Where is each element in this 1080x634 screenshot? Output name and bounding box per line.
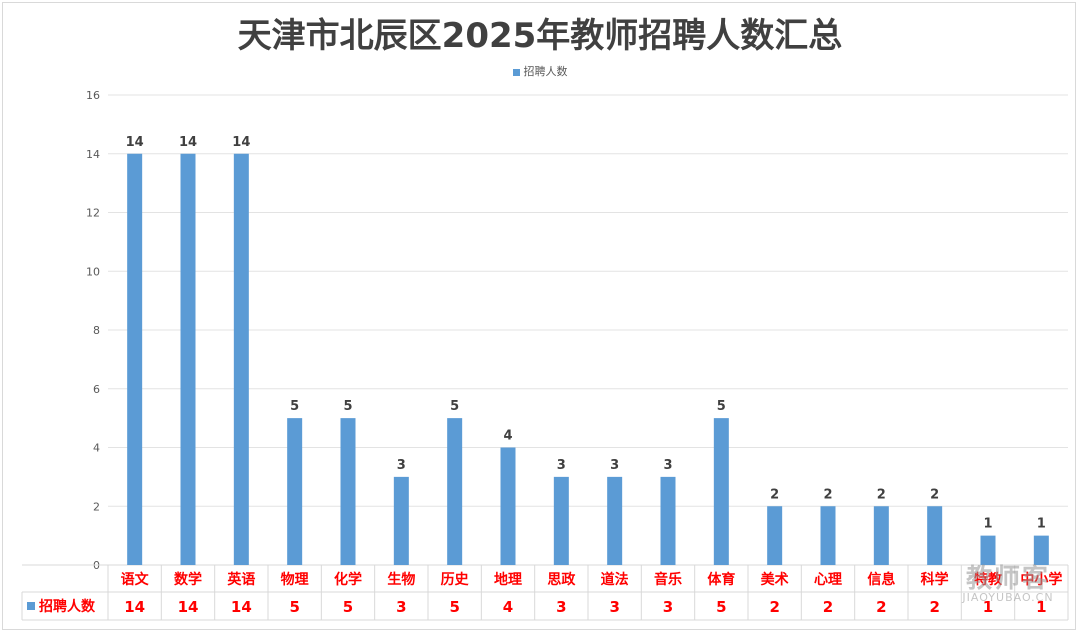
category-label: 数学	[174, 571, 202, 588]
table-value: 14	[178, 598, 199, 616]
table-value: 1	[1036, 598, 1046, 616]
bar	[767, 506, 783, 565]
category-label: 物理	[281, 571, 309, 588]
category-label: 地理	[494, 571, 522, 588]
table-value: 3	[396, 598, 406, 616]
category-label: 中小学	[1020, 571, 1062, 588]
category-label: 体育	[707, 571, 735, 588]
data-label: 4	[503, 429, 512, 444]
legend-swatch	[512, 68, 520, 76]
y-tick-label: 2	[93, 500, 100, 513]
data-label: 14	[126, 135, 144, 150]
table-value: 5	[343, 598, 353, 616]
bar	[233, 153, 249, 565]
category-label: 化学	[334, 571, 362, 588]
bar	[1033, 535, 1049, 565]
table-value: 3	[609, 598, 619, 616]
y-tick-label: 12	[86, 207, 100, 220]
table-value: 4	[503, 598, 513, 616]
category-label: 语文	[121, 571, 150, 588]
table-value: 5	[449, 598, 459, 616]
table-value: 1	[983, 598, 993, 616]
y-tick-label: 6	[93, 383, 100, 396]
data-label: 2	[877, 487, 886, 502]
data-label: 2	[930, 487, 939, 502]
bar	[180, 153, 196, 565]
data-label: 5	[290, 399, 299, 414]
category-label: 信息	[867, 571, 895, 588]
table-value: 3	[663, 598, 673, 616]
category-label: 音乐	[654, 571, 682, 588]
table-value: 5	[289, 598, 299, 616]
data-label: 2	[823, 487, 832, 502]
data-label: 3	[610, 458, 619, 473]
y-tick-label: 8	[93, 324, 100, 337]
y-tick-label: 10	[86, 265, 100, 278]
bar	[607, 476, 623, 565]
table-series-label: 招聘人数	[39, 598, 96, 615]
bar	[873, 506, 889, 565]
table-value: 2	[929, 598, 939, 616]
legend-label: 招聘人数	[523, 65, 568, 78]
bar	[340, 418, 356, 565]
table-value: 5	[716, 598, 726, 616]
bar	[447, 418, 463, 565]
y-tick-label: 14	[86, 148, 100, 161]
bar	[553, 476, 569, 565]
category-label: 道法	[601, 571, 629, 588]
category-label: 历史	[441, 572, 470, 588]
category-label: 美术	[761, 571, 789, 588]
y-tick-label: 4	[93, 442, 100, 455]
category-label: 心理	[814, 572, 842, 588]
data-label: 2	[770, 487, 779, 502]
bar	[393, 476, 409, 565]
bar	[660, 476, 676, 565]
data-label: 5	[343, 399, 352, 414]
data-label: 3	[557, 458, 566, 473]
bar	[500, 447, 516, 565]
chart-title: 天津市北辰区2025年教师招聘人数汇总	[237, 16, 843, 56]
category-label: 生物	[387, 571, 415, 588]
y-tick-label: 16	[86, 89, 100, 102]
data-label: 5	[717, 399, 726, 414]
data-label: 14	[179, 135, 197, 150]
data-label: 3	[397, 458, 406, 473]
bar	[287, 418, 303, 565]
bar	[980, 535, 996, 565]
bar	[713, 418, 729, 565]
data-label: 1	[1037, 517, 1046, 532]
table-value: 3	[556, 598, 566, 616]
bar	[927, 506, 943, 565]
data-label: 1	[983, 517, 992, 532]
table-value: 2	[876, 598, 886, 616]
data-label: 14	[232, 135, 250, 150]
category-label: 思政	[547, 571, 576, 588]
table-value: 14	[124, 598, 145, 616]
category-label: 特教	[974, 571, 1003, 588]
table-legend-swatch	[27, 602, 35, 610]
category-label: 科学	[921, 571, 949, 588]
bar	[820, 506, 836, 565]
category-label: 英语	[226, 571, 255, 588]
table-value: 2	[769, 598, 779, 616]
bar	[127, 153, 143, 565]
data-label: 3	[663, 458, 672, 473]
legend: 招聘人数	[0, 63, 1080, 79]
table-value: 2	[823, 598, 833, 616]
data-label: 5	[450, 399, 459, 414]
table-value: 14	[231, 598, 252, 616]
